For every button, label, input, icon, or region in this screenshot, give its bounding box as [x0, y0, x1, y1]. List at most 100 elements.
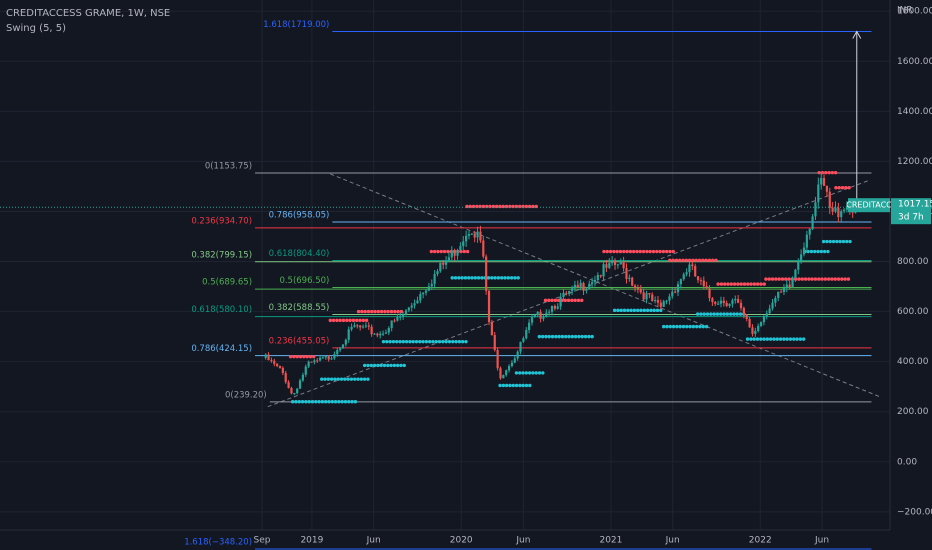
swing-support-dot — [389, 363, 393, 368]
symbol-title[interactable]: CREDITACCESS GRAME, 1W, NSE — [6, 8, 171, 19]
swing-resistance-dot — [671, 258, 675, 262]
swing-support-dot — [454, 339, 458, 344]
fib-level-label: 0(239.20) — [225, 390, 267, 400]
swing-support-dot — [775, 337, 779, 341]
candle-body — [290, 387, 293, 394]
swing-resistance-dot — [668, 258, 672, 262]
swing-support-dot — [642, 308, 647, 313]
candle-body — [797, 261, 800, 270]
swing-support-dot — [326, 377, 331, 381]
swing-support-dot — [619, 308, 623, 313]
swing-resistance-dot — [308, 354, 313, 359]
swing-support-dot — [473, 276, 478, 280]
candle-body — [659, 302, 662, 307]
chart-legend: CREDITACCESS GRAME, 1W, NSE Swing (5, 5) — [6, 6, 170, 36]
candle-body — [800, 254, 803, 262]
swing-support-dot — [516, 276, 520, 280]
swing-resistance-dot — [803, 277, 808, 281]
swing-support-dot — [564, 334, 568, 339]
candle-body — [645, 293, 648, 300]
bar-countdown: 3d 7h — [898, 213, 924, 223]
candle-body — [596, 275, 599, 281]
candle-body — [619, 261, 622, 265]
candle-body — [808, 228, 811, 235]
swing-support-dot — [329, 377, 334, 381]
swing-resistance-dot — [817, 170, 821, 175]
swing-support-dot — [835, 239, 839, 244]
swing-resistance-dot — [518, 204, 522, 209]
candle-body — [568, 290, 571, 295]
candle-body — [476, 231, 479, 238]
swing-support-dot — [788, 337, 793, 341]
x-axis-tick-label: 2020 — [450, 536, 473, 546]
candle-body — [510, 362, 514, 367]
candle-body — [562, 292, 565, 298]
swing-resistance-dot — [543, 298, 548, 303]
swing-resistance-dot — [608, 249, 613, 254]
swing-support-dot — [554, 334, 558, 339]
swing-support-dot — [490, 276, 494, 280]
swing-support-dot — [537, 371, 542, 375]
candle-body — [553, 306, 556, 309]
swing-resistance-dot — [797, 277, 801, 281]
swing-support-dot — [500, 276, 504, 280]
candle-body — [459, 246, 462, 251]
swing-resistance-dot — [622, 249, 626, 254]
y-axis-tick-label: 1400.00 — [897, 107, 932, 117]
swing-support-dot — [333, 400, 338, 404]
swing-resistance-dot — [846, 277, 851, 281]
candle-body — [278, 366, 282, 368]
swing-resistance-dot — [635, 249, 639, 254]
candle-body — [642, 292, 645, 300]
swing-resistance-dot — [651, 249, 656, 254]
candle-body — [361, 326, 365, 328]
swing-resistance-dot — [436, 249, 440, 254]
swing-support-dot — [719, 312, 723, 316]
swing-resistance-dot — [729, 282, 733, 286]
swing-resistance-dot — [396, 309, 400, 314]
swing-support-dot — [379, 363, 383, 368]
candle-body — [436, 271, 439, 275]
swing-support-dot — [659, 308, 663, 313]
swing-support-dot — [688, 324, 692, 329]
swing-resistance-dot — [823, 277, 828, 281]
fib-level-label: 0.382(799.15) — [191, 250, 252, 260]
candle-body — [321, 357, 325, 359]
candle-body — [840, 211, 843, 218]
candle-body — [545, 312, 548, 318]
swing-support-dot — [457, 339, 462, 344]
swing-support-dot — [541, 371, 545, 375]
swing-resistance-dot — [386, 309, 390, 314]
swing-support-dot — [698, 324, 702, 329]
swing-support-dot — [831, 239, 836, 244]
candle-body — [820, 178, 823, 185]
currency-label: INR — [897, 6, 913, 16]
swing-support-dot — [408, 339, 412, 344]
trend-line-dashed — [330, 173, 880, 398]
swing-support-dot — [694, 324, 699, 329]
swing-resistance-dot — [302, 354, 306, 359]
swing-support-dot — [524, 371, 529, 375]
x-axis-tick-label: Jun — [814, 536, 829, 546]
swing-support-dot — [444, 339, 448, 344]
swing-support-dot — [437, 339, 442, 344]
swing-support-dot — [294, 400, 298, 404]
candle-body — [264, 354, 267, 358]
swing-resistance-dot — [697, 258, 702, 262]
swing-support-dot — [290, 400, 295, 404]
indicator-label[interactable]: Swing (5, 5) — [6, 23, 67, 34]
swing-resistance-dot — [678, 258, 682, 262]
candle-body — [373, 333, 376, 335]
swing-resistance-dot — [762, 282, 766, 286]
candle-body — [473, 233, 476, 238]
candle-body — [530, 317, 534, 323]
candle-body — [341, 344, 345, 349]
candle-body — [834, 207, 837, 212]
candle-body — [811, 216, 814, 229]
swing-support-dot — [411, 339, 415, 344]
swing-resistance-dot — [298, 354, 303, 359]
swing-support-dot — [544, 334, 548, 339]
swing-support-dot — [330, 400, 334, 404]
